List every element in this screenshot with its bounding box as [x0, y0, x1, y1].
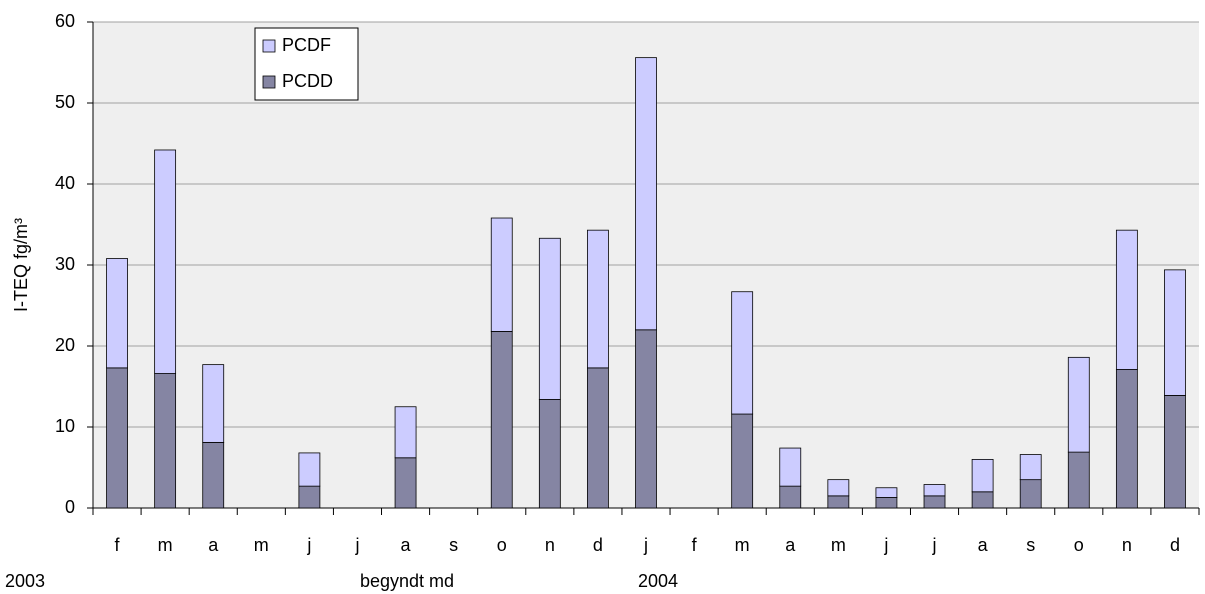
bar-segment [1019, 479, 1042, 509]
x-tick-label: m [158, 535, 173, 555]
bar-segment [490, 217, 513, 332]
bar-segment [587, 229, 609, 369]
x-tick-label: a [978, 535, 989, 555]
x-tick-label: a [208, 535, 219, 555]
bar-segment [1067, 451, 1090, 509]
y-tick-label: 20 [55, 335, 75, 355]
bar-segment [106, 258, 128, 369]
x-tick-label: s [1026, 535, 1035, 555]
bar-segment [923, 495, 946, 509]
bar-segment [1019, 454, 1042, 481]
bar-segment [731, 413, 754, 509]
bar-segment [1164, 395, 1186, 509]
bar-segment [875, 497, 898, 509]
x-tick-label: m [735, 535, 750, 555]
bar-segment [731, 291, 754, 415]
x-tick-label: j [354, 535, 359, 555]
annotation: 2003 [5, 571, 45, 591]
bar-segment [202, 364, 225, 443]
legend-swatch [262, 39, 276, 53]
x-tick-label: o [497, 535, 507, 555]
bar-segment [202, 441, 225, 509]
x-tick-label: f [692, 535, 698, 555]
bar-segment [538, 399, 561, 509]
y-tick-label: 30 [55, 254, 75, 274]
bar-segment [1067, 356, 1090, 453]
x-tick-label: d [593, 535, 603, 555]
bar-segment [1164, 269, 1186, 396]
y-tick-label: 40 [55, 173, 75, 193]
y-tick-label: 0 [65, 497, 75, 517]
x-tick-label: o [1074, 535, 1084, 555]
x-tick-label: j [643, 535, 648, 555]
legend-swatch [262, 75, 276, 89]
y-axis-label: I-TEQ fg/m³ [11, 218, 31, 312]
bar-segment [779, 447, 802, 487]
annotation: begyndt md [360, 571, 454, 591]
bar-segment [394, 406, 417, 459]
x-tick-label: j [306, 535, 311, 555]
bar-segment [154, 373, 177, 509]
bar-segment [827, 495, 850, 509]
x-tick-label: m [831, 535, 846, 555]
bar-segment [971, 491, 994, 509]
x-tick-label: s [449, 535, 458, 555]
bar-segment [587, 367, 609, 509]
bar-segment [394, 457, 417, 509]
bar-segment [971, 458, 994, 493]
legend-label: PCDF [282, 35, 331, 55]
annotation: 2004 [638, 571, 678, 591]
legend-label: PCDD [282, 71, 333, 91]
x-tick-label: d [1170, 535, 1180, 555]
x-tick-label: n [1122, 535, 1132, 555]
bar-segment [298, 452, 321, 487]
bar-segment [635, 57, 657, 331]
bar-segment [154, 149, 177, 374]
bar-segment [635, 329, 657, 509]
x-tick-label: n [545, 535, 555, 555]
x-tick-label: f [115, 535, 121, 555]
x-tick-label: a [401, 535, 412, 555]
bar-segment [298, 485, 321, 509]
y-tick-label: 60 [55, 11, 75, 31]
bar-segment [779, 485, 802, 509]
x-tick-label: j [883, 535, 888, 555]
bar-segment [538, 237, 561, 400]
bar-segment [923, 484, 946, 497]
x-tick-label: a [785, 535, 796, 555]
bar-segment [106, 367, 128, 509]
bar-segment [875, 487, 898, 498]
bar-segment [1115, 229, 1138, 370]
y-tick-label: 50 [55, 92, 75, 112]
bar-segment [490, 331, 513, 509]
y-tick-label: 10 [55, 416, 75, 436]
x-tick-label: m [254, 535, 269, 555]
bar-segment [827, 479, 850, 497]
x-tick-label: j [932, 535, 937, 555]
bar-segment [1115, 369, 1138, 509]
